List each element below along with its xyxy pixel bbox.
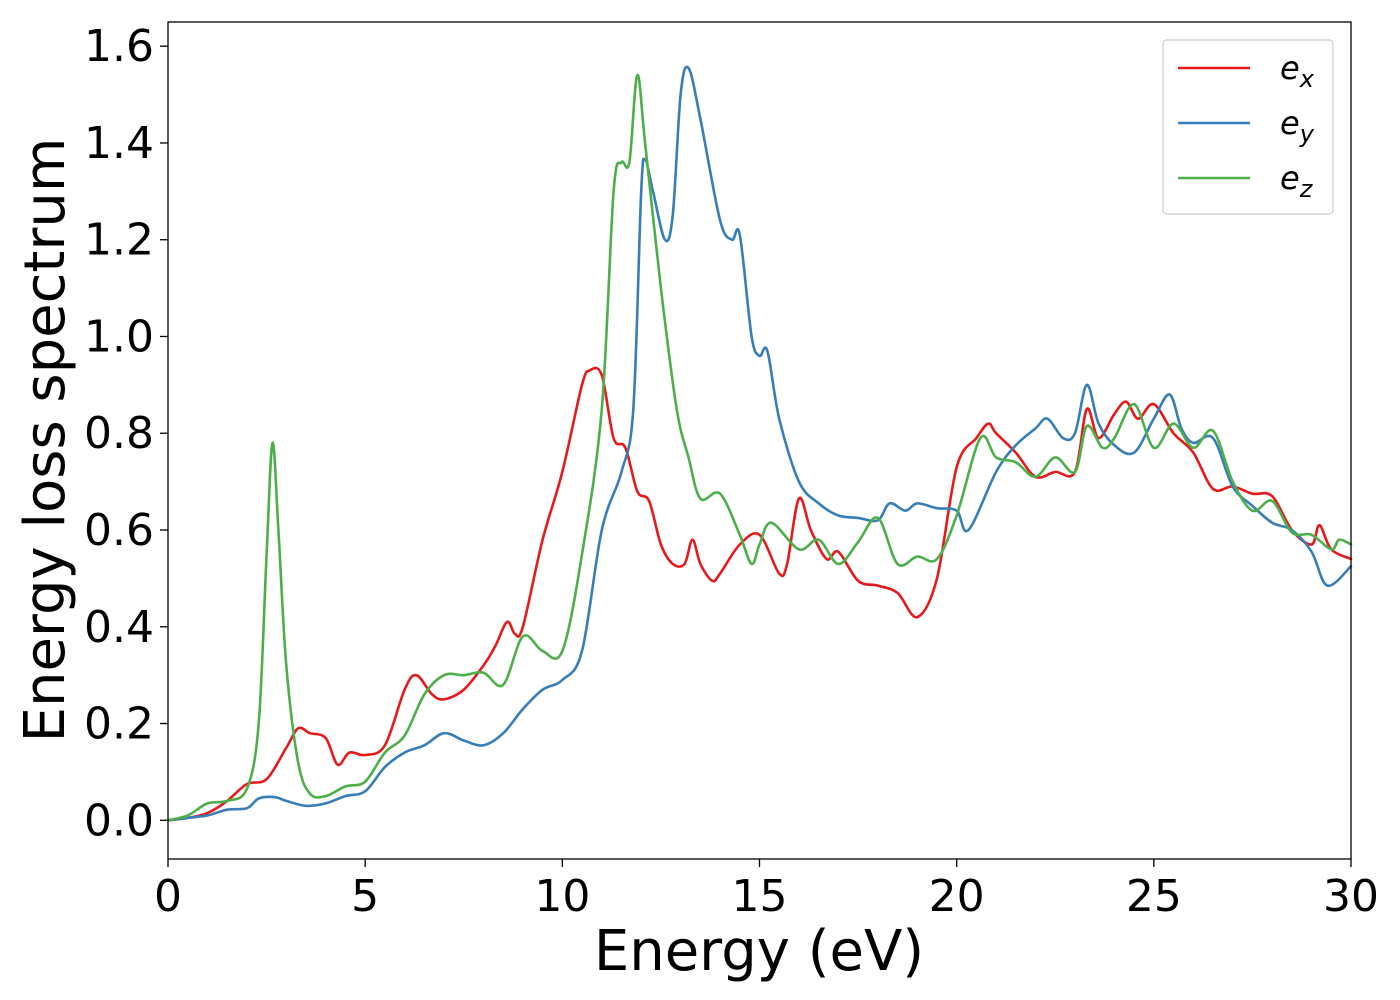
y-tick-label: 0.0	[84, 795, 154, 846]
legend-box	[1162, 39, 1334, 215]
x-tick-label: 15	[732, 871, 788, 922]
y-tick-label: 1.4	[84, 118, 154, 169]
series-line-ex	[166, 366, 1353, 822]
legend-label-subscript: x	[1299, 65, 1315, 93]
y-tick-label: 1.0	[84, 311, 154, 362]
x-tick-label: 20	[929, 871, 985, 922]
y-tick-label: 0.8	[84, 408, 154, 459]
y-tick-label: 1.6	[84, 21, 154, 72]
series-layer	[166, 65, 1353, 822]
legend-label-subscript: z	[1299, 175, 1314, 203]
legend-label-ex: ex	[1280, 49, 1315, 93]
y-tick-label: 0.2	[84, 699, 154, 750]
y-tick-label: 0.6	[84, 505, 154, 556]
x-tick-label: 25	[1126, 871, 1182, 922]
x-tick-label: 5	[351, 871, 379, 922]
x-tick-label: 10	[534, 871, 590, 922]
legend-label-subscript: y	[1299, 120, 1315, 148]
y-axis-title: Energy loss spectrum	[13, 138, 78, 743]
y-tick-label: 1.2	[84, 215, 154, 266]
x-tick-label: 30	[1323, 871, 1379, 922]
x-tick-label: 0	[154, 871, 182, 922]
y-axis: 0.0 0.2 0.4 0.6 0.8 1.0 1.2 1.4 1.6	[84, 21, 168, 846]
series-line-ey	[166, 65, 1353, 822]
y-tick-label: 0.4	[84, 602, 154, 653]
x-axis: 0 5 10 15 20 25 30	[154, 859, 1379, 922]
series-line-ez	[166, 73, 1353, 822]
x-axis-title: Energy (eV)	[594, 919, 924, 984]
